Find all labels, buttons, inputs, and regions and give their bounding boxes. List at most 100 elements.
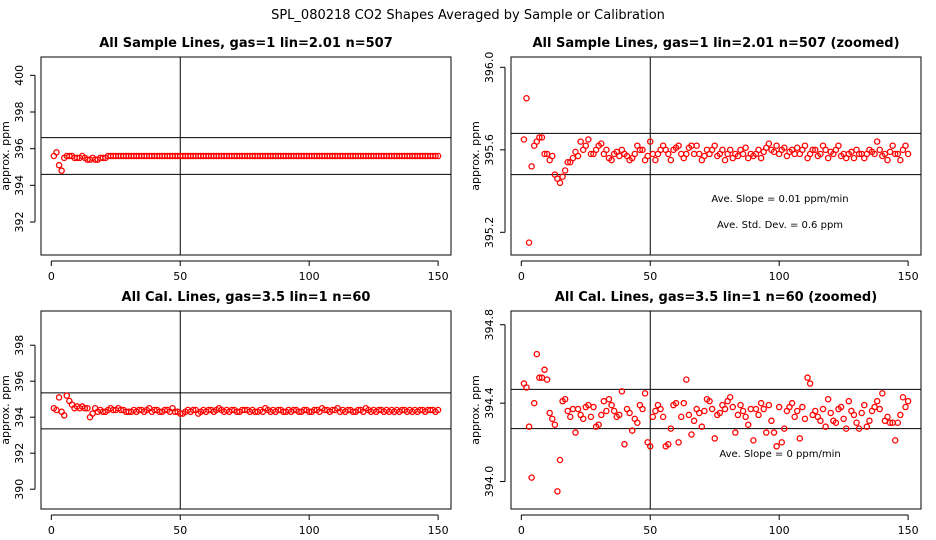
data-point bbox=[626, 409, 633, 417]
data-point bbox=[793, 407, 801, 415]
data-point bbox=[809, 146, 816, 154]
x-tick-label: 100 bbox=[769, 270, 790, 283]
data-point bbox=[561, 395, 569, 403]
data-point bbox=[855, 425, 863, 432]
data-point bbox=[773, 443, 780, 450]
data-point bbox=[543, 376, 551, 383]
y-tick-label: 390 bbox=[13, 479, 26, 500]
data-point bbox=[773, 142, 780, 149]
data-point bbox=[775, 403, 783, 411]
data-point bbox=[871, 403, 878, 411]
data-point bbox=[863, 423, 871, 430]
x-tick-label: 0 bbox=[518, 270, 525, 283]
data-point bbox=[799, 403, 806, 411]
data-point bbox=[690, 150, 698, 158]
data-point bbox=[827, 409, 834, 417]
data-point bbox=[543, 150, 551, 158]
data-point bbox=[585, 136, 592, 143]
data-point bbox=[855, 150, 863, 158]
data-point bbox=[891, 437, 899, 444]
data-point bbox=[822, 146, 829, 154]
data-point bbox=[732, 429, 739, 436]
data-point bbox=[824, 154, 832, 162]
data-point bbox=[904, 150, 912, 158]
figure-title: SPL_080218 CO2 Shapes Averaged by Sample… bbox=[271, 8, 665, 23]
data-point bbox=[755, 146, 762, 154]
data-point bbox=[675, 439, 682, 446]
data-point bbox=[729, 403, 737, 411]
x-tick-label: 0 bbox=[48, 524, 55, 537]
data-point bbox=[533, 350, 541, 358]
y-tick-label: 394 bbox=[13, 407, 26, 428]
data-point bbox=[873, 397, 881, 405]
data-point bbox=[677, 413, 685, 421]
data-point bbox=[835, 142, 842, 149]
data-point bbox=[861, 401, 868, 409]
data-point bbox=[536, 134, 543, 141]
data-point bbox=[737, 401, 744, 409]
chart-panel-4: All Cal. Lines, gas=3.5 lin=1 n=60 (zoom… bbox=[469, 290, 922, 537]
data-point bbox=[587, 413, 595, 421]
data-point bbox=[858, 409, 865, 417]
data-point bbox=[719, 146, 726, 154]
data-point bbox=[871, 150, 878, 158]
data-point bbox=[55, 394, 63, 401]
data-point bbox=[765, 140, 773, 147]
annotation-text: Ave. Slope = 0.01 ppm/min bbox=[711, 194, 848, 205]
data-point bbox=[595, 421, 602, 428]
data-point bbox=[739, 150, 747, 158]
data-point bbox=[536, 374, 543, 381]
data-point bbox=[546, 409, 553, 417]
y-tick-label: 392 bbox=[13, 212, 26, 233]
panels: All Sample Lines, gas=1 lin=2.01 n=507 0 5… bbox=[0, 36, 922, 537]
data-point bbox=[824, 395, 832, 403]
data-point bbox=[541, 366, 548, 374]
data-point bbox=[621, 441, 628, 448]
x-tick-label: 50 bbox=[643, 524, 657, 537]
data-point bbox=[672, 399, 680, 407]
data-point bbox=[747, 405, 755, 413]
data-point bbox=[610, 407, 618, 415]
data-point bbox=[726, 146, 734, 154]
data-point bbox=[695, 409, 703, 417]
data-point bbox=[817, 150, 824, 158]
data-point bbox=[683, 150, 690, 158]
data-point bbox=[742, 413, 749, 421]
data-point bbox=[695, 150, 703, 158]
data-point bbox=[819, 405, 827, 413]
data-point bbox=[884, 156, 891, 164]
data-point bbox=[768, 417, 775, 425]
data-point bbox=[876, 146, 883, 154]
x-tick-label: 50 bbox=[173, 270, 187, 283]
annotation-text: Ave. Slope = 0 ppm/min bbox=[719, 449, 840, 460]
y-tick-label: 398 bbox=[13, 335, 26, 356]
data-series bbox=[520, 95, 912, 246]
data-point bbox=[523, 384, 530, 391]
data-point bbox=[636, 146, 644, 154]
data-point bbox=[788, 399, 796, 407]
data-point bbox=[432, 152, 439, 160]
data-point bbox=[884, 413, 891, 421]
data-point bbox=[598, 411, 605, 419]
data-point bbox=[659, 413, 667, 421]
data-point bbox=[646, 443, 654, 450]
data-point bbox=[538, 134, 546, 141]
data-point bbox=[84, 404, 91, 412]
data-point bbox=[757, 399, 765, 407]
data-point bbox=[600, 397, 608, 405]
data-point bbox=[618, 388, 626, 395]
data-point bbox=[706, 397, 713, 405]
data-point bbox=[603, 407, 610, 415]
y-tick-label: 395.6 bbox=[483, 134, 496, 166]
data-point bbox=[757, 154, 765, 162]
data-point bbox=[726, 394, 734, 401]
data-point bbox=[770, 429, 778, 436]
data-point bbox=[873, 138, 881, 145]
data-point bbox=[721, 156, 729, 164]
data-point bbox=[711, 142, 718, 149]
data-point bbox=[608, 156, 615, 164]
data-point bbox=[582, 142, 590, 149]
annotation-text: Ave. Std. Dev. = 0.6 ppm bbox=[717, 220, 843, 231]
y-tick-label: 396 bbox=[13, 371, 26, 392]
chart-panel-1: All Sample Lines, gas=1 lin=2.01 n=507 0 5… bbox=[0, 36, 452, 283]
